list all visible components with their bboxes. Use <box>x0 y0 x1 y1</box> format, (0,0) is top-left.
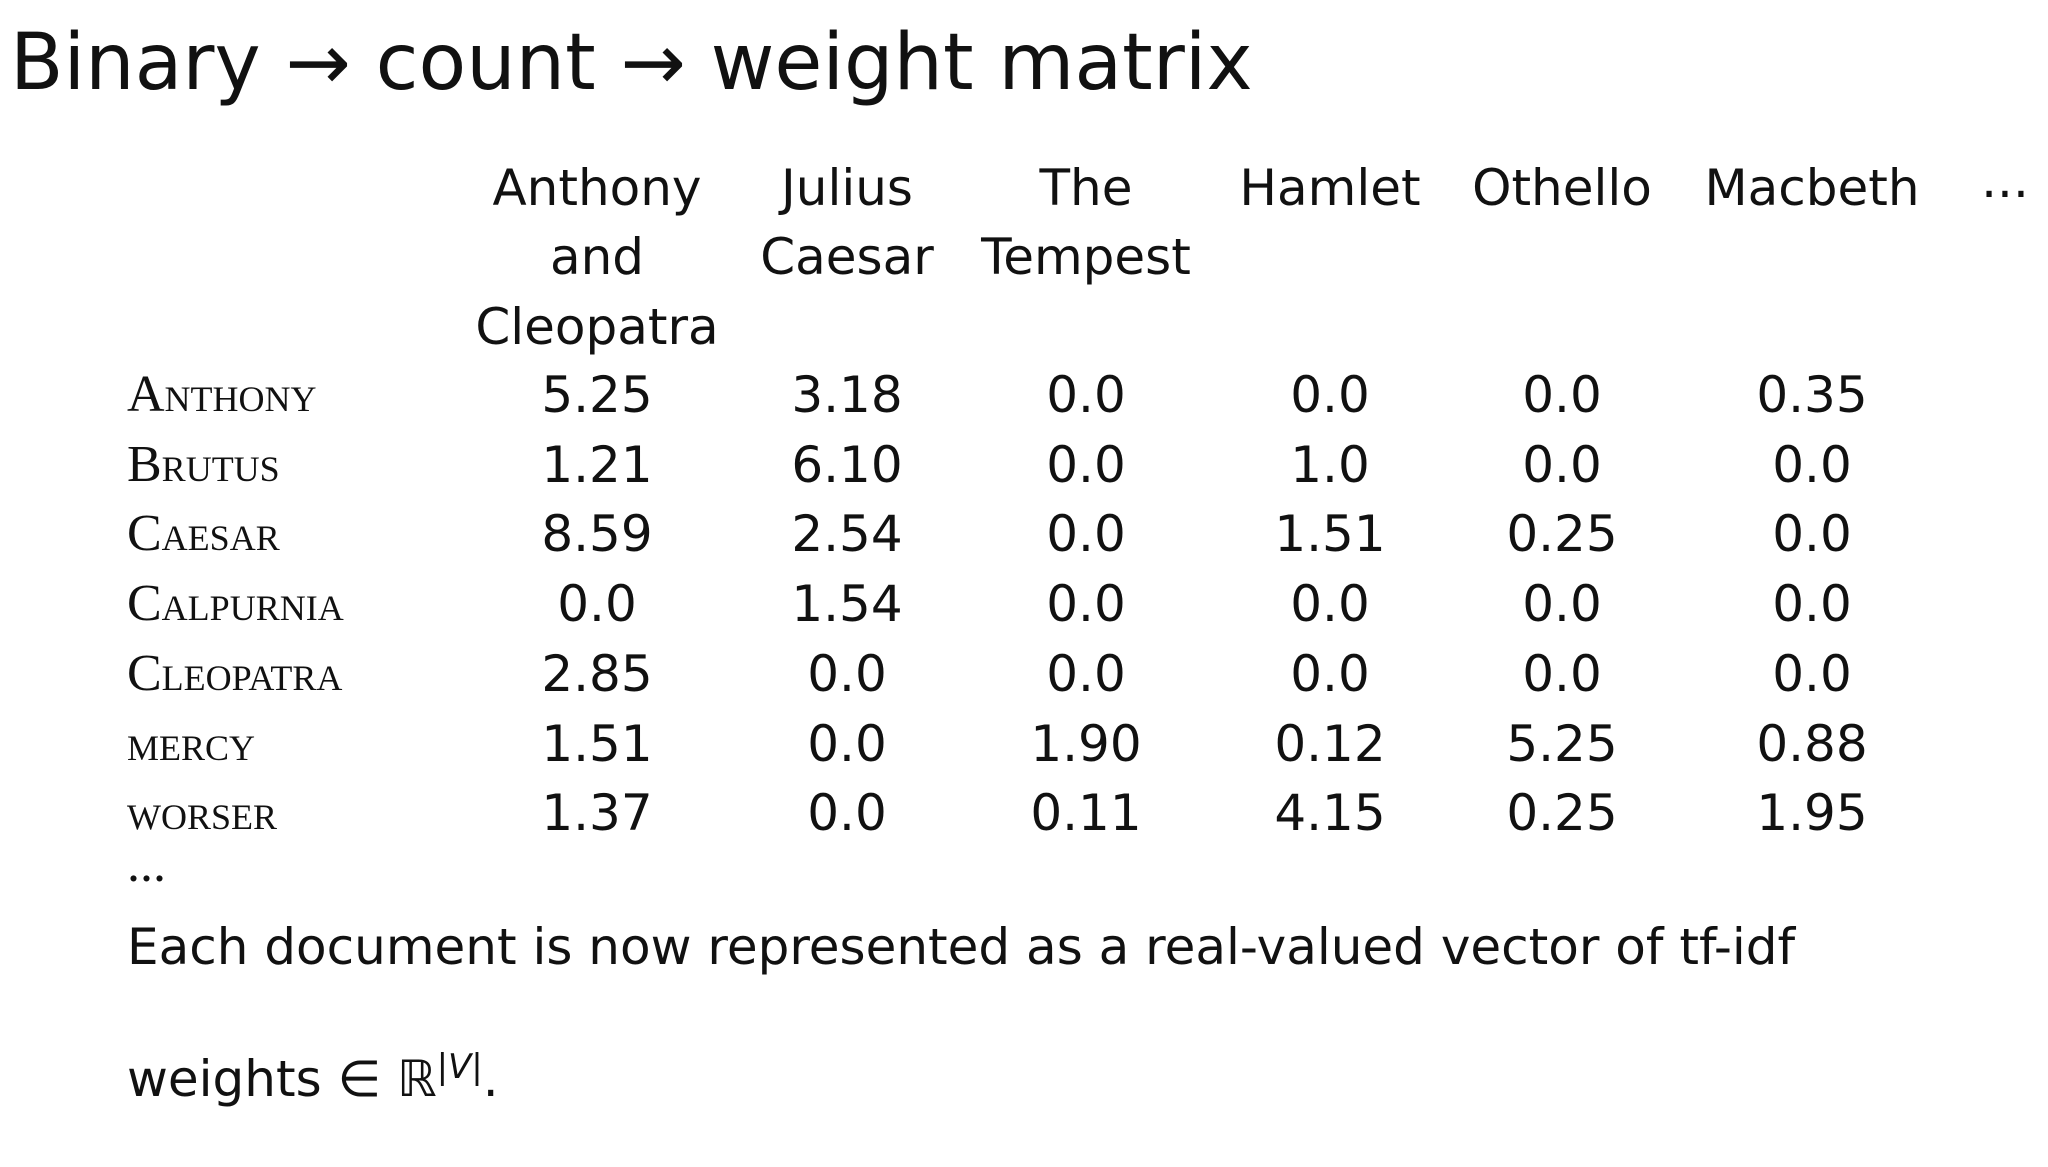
row-term: worser <box>127 784 278 842</box>
table-cell: 5.25 <box>541 366 653 424</box>
column-header: ... <box>1981 151 2029 209</box>
footer-text: . <box>482 1049 499 1108</box>
table-cell: 0.0 <box>1046 575 1126 634</box>
table-cell: 0.25 <box>1506 784 1618 843</box>
table-cell: 0.0 <box>1522 575 1602 634</box>
column-header: Macbeth <box>1704 159 1920 217</box>
table-cell: 2.85 <box>541 644 653 703</box>
table-cell: 1.51 <box>1274 505 1386 564</box>
table-cell: 0.0 <box>1522 644 1602 703</box>
table-cell: 0.0 <box>1772 435 1852 494</box>
table-cell: 0.0 <box>1046 505 1126 564</box>
row-term: Brutus <box>127 435 280 493</box>
table-cell: 0.0 <box>807 644 887 703</box>
superscript: |V| <box>436 1047 483 1088</box>
slide-title: Binary → count → weight matrix <box>10 18 1253 108</box>
row-term: Caesar <box>127 505 280 563</box>
table-cell: 3.18 <box>791 366 903 424</box>
table-cell: 6.10 <box>791 435 903 494</box>
row-term: mercy <box>127 714 256 772</box>
table-cell: 0.0 <box>807 714 887 773</box>
table-cell: 0.0 <box>1046 435 1126 494</box>
table-cell: 0.0 <box>1772 644 1852 703</box>
table-cell: 0.35 <box>1756 366 1868 424</box>
table-cell: 1.54 <box>791 575 903 634</box>
table-cell: 0.0 <box>1290 366 1370 424</box>
column-header: The <box>1039 159 1133 217</box>
table-cell: 1.21 <box>541 435 653 494</box>
table-cell: 0.11 <box>1030 784 1142 843</box>
row-term: Anthony <box>127 366 317 423</box>
table-cell: 0.0 <box>1046 366 1126 424</box>
more-rows: ... <box>127 835 166 893</box>
footer-text: weights ∈ ℝ|V|. <box>127 1050 499 1104</box>
table-cell: 0.0 <box>1522 366 1602 424</box>
table-cell: 0.25 <box>1506 505 1618 564</box>
table-cell: 1.0 <box>1290 435 1370 494</box>
table-cell: 8.59 <box>541 505 653 564</box>
table-cell: 0.0 <box>1522 435 1602 494</box>
column-header: Hamlet <box>1239 159 1421 217</box>
table-cell: 0.0 <box>1290 575 1370 634</box>
row-term: Calpurnia <box>127 575 344 633</box>
row-term: Cleopatra <box>127 644 343 702</box>
table-cell: 0.0 <box>1290 644 1370 703</box>
table-cell: 1.37 <box>541 784 653 843</box>
table-cell: 0.0 <box>557 575 637 634</box>
table-cell: 5.25 <box>1506 714 1618 773</box>
column-header: Cleopatra <box>475 298 719 356</box>
footer-text: weights ∈ ℝ <box>127 1049 437 1108</box>
table-cell: 2.54 <box>791 505 903 564</box>
table-cell: 1.95 <box>1756 784 1868 843</box>
column-header: Anthony <box>492 159 702 217</box>
table-cell: 0.0 <box>1772 575 1852 634</box>
table-cell: 4.15 <box>1274 784 1386 843</box>
table-cell: 0.0 <box>807 784 887 843</box>
table-cell: 1.51 <box>541 714 653 773</box>
footer-text: Each document is now represented as a re… <box>127 918 1796 976</box>
column-header: and <box>549 228 645 286</box>
column-header: Tempest <box>981 228 1191 286</box>
column-header: Julius <box>781 159 913 217</box>
column-header: Caesar <box>760 228 934 286</box>
table-cell: 0.12 <box>1274 714 1386 773</box>
table-cell: 0.0 <box>1772 505 1852 564</box>
table-cell: 0.88 <box>1756 714 1868 773</box>
table-cell: 0.0 <box>1046 644 1126 703</box>
table-cell: 1.90 <box>1030 714 1142 773</box>
column-header: Othello <box>1472 159 1652 217</box>
